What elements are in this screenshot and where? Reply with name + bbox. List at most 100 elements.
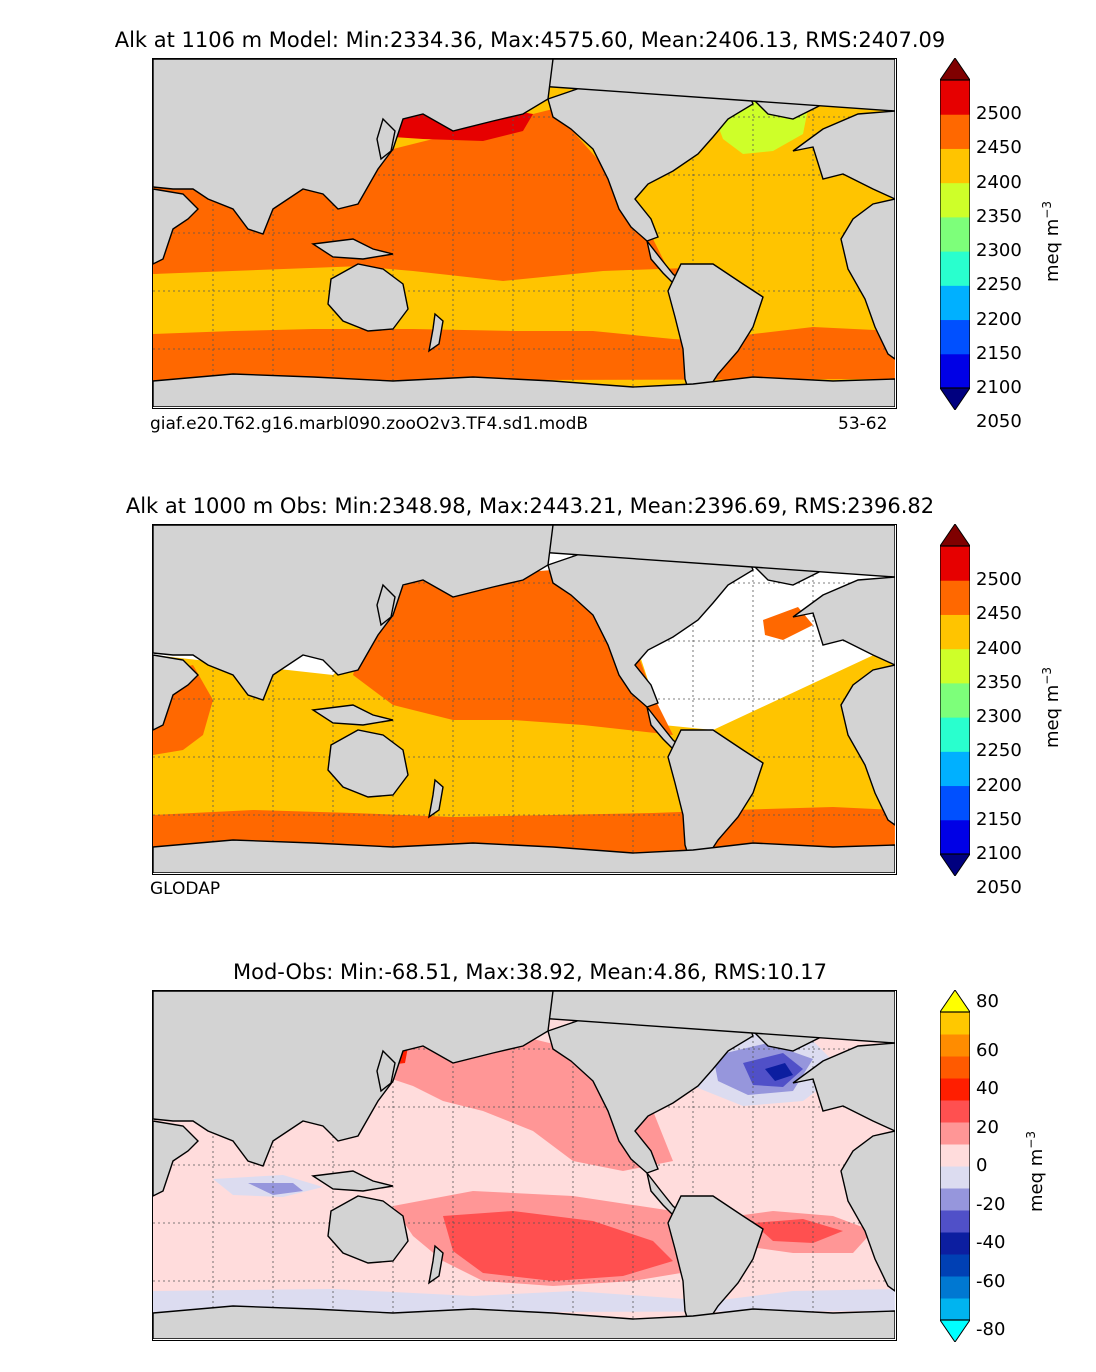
colorbar-tick-label: 2150 [976,808,1022,830]
south-atlantic-strong [753,1219,843,1243]
colorbar-segment [940,1188,970,1211]
colorbar-extend-min [939,387,971,411]
colorbar-segment [940,353,970,389]
colorbar-tick-label: 60 [976,1039,999,1061]
map-diff [152,990,897,1341]
colorbar-tick-label: 2100 [976,377,1022,398]
colorbar-segment [940,285,970,321]
colorbar-obs [939,523,971,877]
colorbar-segment [940,1122,970,1145]
colorbar-tick-label: -40 [976,1232,1006,1253]
colorbar-segment [940,614,970,650]
colorbar-tick-label: 2500 [976,103,1022,125]
colorbar-tick-label: 2100 [976,843,1022,864]
australia-landmass [327,263,409,332]
asia-landmass [153,59,554,235]
colorbar-tick-label: 20 [976,1116,999,1138]
colorbar-segment [940,717,970,752]
colorbar-segment [940,1144,970,1167]
colorbar-segment [940,1254,970,1277]
map-obs [152,524,897,875]
colorbar-diff [939,989,971,1343]
colorbar-extend-min [939,853,971,877]
colorbar-tick-label: 2050 [976,411,1022,433]
case-name: giaf.e20.T62.g16.marbl090.zooO2v3.TF4.sd… [150,414,589,434]
nz-landmass [428,778,444,819]
southern-ocean-region [153,327,895,381]
colorbar-tick-label: 40 [976,1078,999,1099]
africa-landmass [840,198,895,360]
colorbar-tick-label: 2350 [976,671,1022,693]
colorbar-segment [940,751,970,787]
africa-landmass [840,1130,895,1292]
nz-landmass [428,1244,444,1285]
colorbar-segment [940,1276,970,1299]
colorbar-tick-label: -80 [976,1319,1006,1340]
colorbar-tick-label: 2300 [976,240,1022,262]
eurasia-landmass [153,59,895,200]
colorbar-segment [940,1078,970,1101]
map-model [152,58,897,409]
africa-landmass [840,664,895,826]
land-masses [153,991,895,1339]
colorbar-tick-label: -60 [976,1270,1006,1292]
colorbar-segment [940,319,970,355]
colorbar-segment [940,148,970,184]
dataset-name: GLODAP [150,879,221,899]
africa-west-landmass [153,188,199,265]
year-range: 53-62 [838,414,888,434]
eurasia-landmass [153,525,895,666]
colorbar-segment [940,182,970,218]
colorbar-tick-label: 2300 [976,706,1022,728]
colorbar-segment [940,80,970,115]
colorbar-tick-label: 2450 [976,603,1022,625]
japan-landmass [376,1049,396,1093]
colorbar-tick-label: 2400 [976,637,1022,659]
colorbar-tick-label: 80 [976,991,999,1012]
colorbar-tick-label: 2200 [976,774,1022,796]
indian-region [153,149,413,274]
colorbar-tick-label: 2250 [976,274,1022,296]
nz-landmass [428,312,444,353]
south-pacific-strong [443,1211,673,1281]
panel-title: Alk at 1000 m Obs: Min:2348.98, Max:2443… [125,494,935,518]
colorbar-unit: meq m−3 [1024,1131,1047,1212]
colorbar-segment [940,1012,970,1035]
colorbar-segment [940,648,970,684]
graticule [153,59,895,407]
antarctica-landmass [153,1305,895,1339]
panel-title: Mod-Obs: Min:-68.51, Max:38.92, Mean:4.8… [233,960,827,984]
japan-landmass [376,583,396,627]
colorbar-model [939,57,971,411]
land-masses [153,525,895,873]
colorbar-tick-label: 2050 [976,877,1022,899]
colorbar-segment [940,682,970,718]
pacific-indian-region [153,109,713,281]
indonesia-landmass [311,704,394,726]
colorbar-tick-label: 2350 [976,205,1022,227]
colorbar-segment [940,546,970,581]
colorbar-tick-label: 2250 [976,740,1022,762]
colorbar-tick-label: 0 [976,1155,988,1176]
colorbar-segment [940,1100,970,1123]
asia-landmass [153,991,554,1167]
colorbar-tick-label: 2500 [976,569,1022,591]
land-masses [153,59,895,407]
australia-landmass [327,1195,409,1264]
colorbar-unit: meq m−3 [1040,201,1063,282]
colorbar-extend-max [939,523,971,547]
colorbar-segment [940,251,970,286]
colorbar-segment [940,1056,970,1079]
colorbar-unit: meq m−3 [1040,667,1063,748]
labrador-min [765,1063,793,1081]
colorbar-segment [940,1166,970,1189]
colorbar-segment [940,785,970,821]
colorbar-tick-label: 2150 [976,342,1022,364]
africa-west-landmass [153,654,199,731]
colorbar-extend-max [939,57,971,81]
colorbar-segment [940,114,970,149]
colorbar-segment [940,1298,970,1321]
panel-title: Alk at 1106 m Model: Min:2334.36, Max:45… [114,28,946,52]
colorbar-tick-label: 2200 [976,308,1022,330]
japan-landmass [376,117,396,161]
